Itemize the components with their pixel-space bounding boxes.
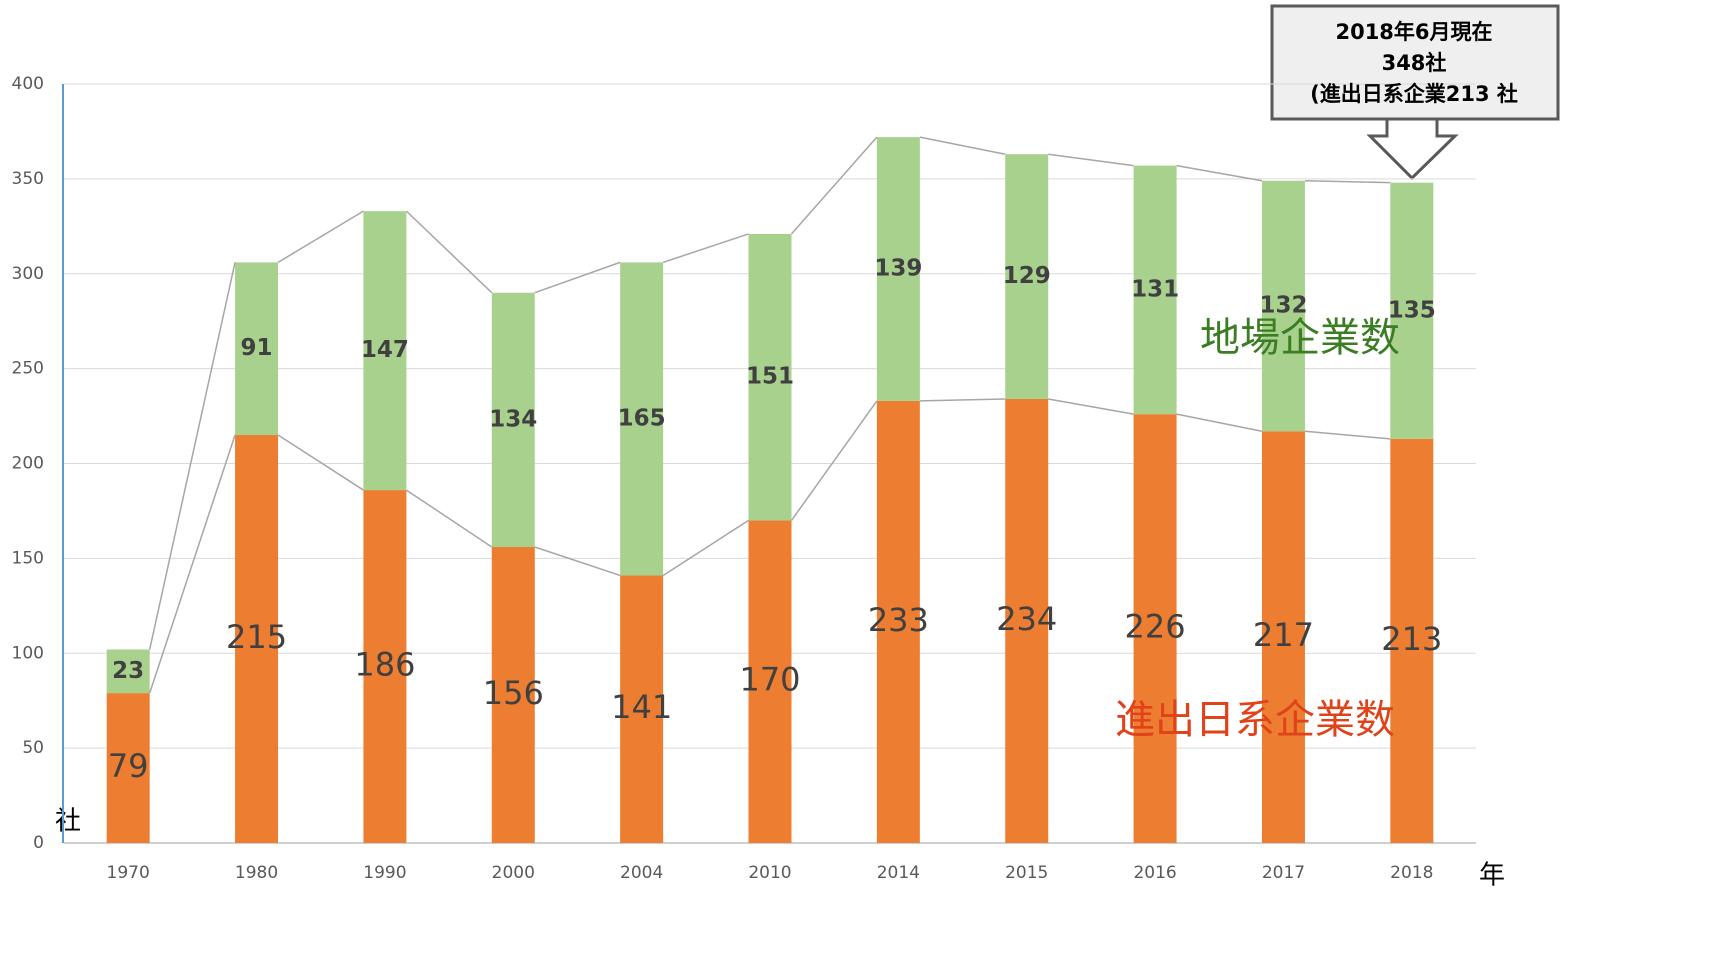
series-line (405, 210, 493, 294)
data-label: 91 (241, 335, 273, 361)
series-line (277, 434, 364, 491)
data-label: 79 (108, 747, 149, 785)
bar-segment (235, 262, 279, 436)
bar-segment (363, 211, 407, 491)
x-axis-label: 年 (1479, 861, 1505, 891)
bar-segment (1133, 414, 1177, 843)
bar-segment (876, 137, 920, 401)
series-line (405, 489, 493, 548)
bar-segment (620, 262, 664, 576)
data-label: 134 (489, 406, 537, 432)
annotation-line: 348社 (1382, 51, 1447, 75)
data-label: 186 (354, 646, 415, 684)
data-label: 129 (1003, 263, 1051, 289)
data-label: 131 (1131, 276, 1179, 302)
x-tick-label: 2017 (1262, 863, 1305, 883)
callout-box (1270, 4, 1560, 121)
series-line (1304, 180, 1391, 184)
data-label: 139 (874, 256, 922, 282)
series-line (662, 233, 749, 264)
y-tick-label: 250 (12, 359, 44, 379)
series-line (790, 400, 878, 521)
data-label: 226 (1125, 608, 1186, 646)
series-line (277, 210, 364, 264)
data-label: 23 (112, 658, 144, 684)
bar-segment (491, 292, 535, 547)
y-tick-label: 400 (12, 74, 44, 94)
data-label: 217 (1253, 616, 1314, 654)
data-label: 215 (226, 618, 287, 656)
bar-segment (363, 490, 407, 843)
bar-segment (491, 546, 535, 843)
series-line (1176, 164, 1263, 182)
y-tick-label: 0 (33, 833, 44, 853)
bar-segment (876, 400, 920, 843)
series-line (919, 136, 1006, 155)
series-line (662, 519, 749, 577)
series-line (1048, 153, 1134, 167)
data-label: 165 (618, 405, 666, 431)
bar-segment (235, 435, 279, 843)
data-label: 151 (746, 364, 794, 390)
data-label: 156 (483, 674, 544, 712)
bar-segment (106, 693, 150, 843)
bar-segment (1005, 154, 1049, 399)
y-axis-label: 社 (55, 807, 81, 837)
series-line (534, 546, 621, 577)
series-label: 進出日系企業数 (1115, 697, 1395, 743)
bar-segment (106, 649, 150, 694)
y-tick-label: 100 (12, 643, 44, 663)
x-tick-label: 1970 (107, 863, 150, 883)
y-tick-label: 200 (12, 454, 44, 474)
annotation-line: 2018年6月現在 (1335, 20, 1492, 44)
series-line (919, 398, 1006, 402)
callout (1270, 4, 1560, 181)
bar-segment (1133, 165, 1177, 415)
bar-segment (1261, 180, 1305, 432)
data-label: 141 (611, 688, 672, 726)
bar-segment (1390, 182, 1434, 439)
series-label: 地場企業数 (1200, 315, 1400, 361)
data-label: 135 (1388, 297, 1436, 323)
bar-segment (1261, 431, 1305, 843)
x-tick-label: 2018 (1390, 863, 1433, 883)
x-tick-label: 2015 (1005, 863, 1048, 883)
data-label: 213 (1381, 620, 1442, 658)
y-tick-label: 350 (12, 169, 44, 189)
y-tick-label: 300 (12, 264, 44, 284)
series-line (534, 261, 621, 294)
series-line (148, 434, 236, 694)
x-tick-label: 2004 (620, 863, 663, 883)
series-line (1176, 413, 1263, 432)
data-label: 234 (996, 600, 1057, 638)
y-tick-label: 150 (12, 548, 44, 568)
bar-segment (748, 233, 792, 521)
data-label: 147 (361, 337, 409, 363)
x-tick-label: 2000 (492, 863, 535, 883)
data-label: 132 (1259, 293, 1307, 319)
annotation-line: (進出日系企業213 社 (1310, 82, 1518, 106)
x-tick-label: 2010 (748, 863, 791, 883)
series-line (790, 136, 878, 235)
data-label: 233 (868, 601, 929, 639)
bar-segment (1390, 438, 1434, 843)
data-label: 170 (739, 661, 800, 699)
bar-segment (620, 575, 664, 843)
x-tick-label: 1990 (363, 863, 406, 883)
bar-segment (1005, 398, 1049, 843)
series-line (1048, 398, 1134, 415)
series-line (1304, 430, 1391, 440)
x-tick-label: 1980 (235, 863, 278, 883)
x-tick-label: 2016 (1133, 863, 1176, 883)
y-tick-label: 50 (22, 738, 44, 758)
callout-arrow (1366, 117, 1459, 181)
series-line (148, 262, 236, 650)
x-tick-label: 2014 (877, 863, 920, 883)
bar-segment (748, 520, 792, 843)
